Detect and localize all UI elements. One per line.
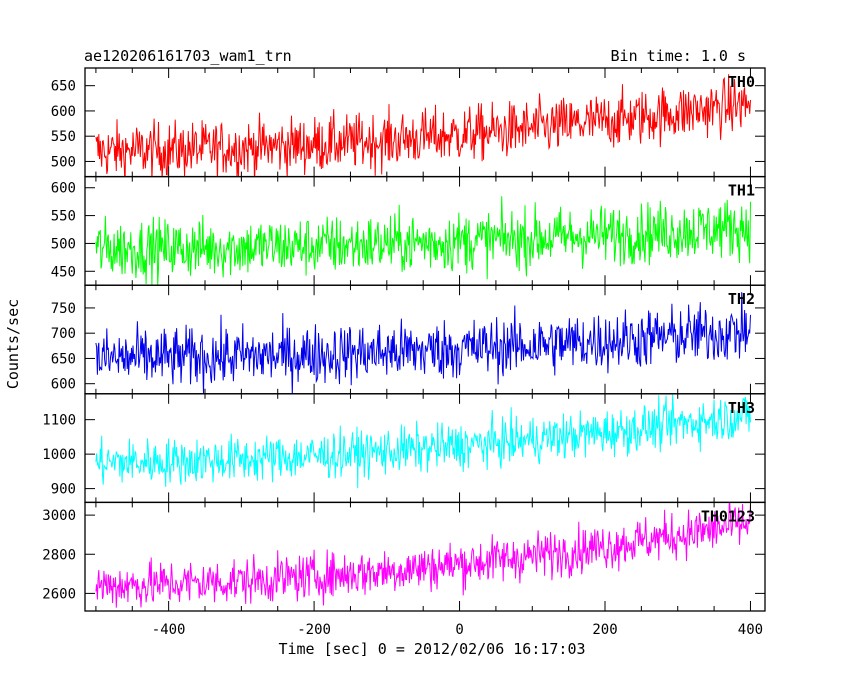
y-tick-label: 550 xyxy=(51,209,76,225)
chart-title: ae120206161703_wam1_trn xyxy=(84,47,292,65)
series-line-th2 xyxy=(95,292,751,394)
panels-group: TH0 500 550 600 650 TH1 450 500 550 600 TH2 600 650 7… xyxy=(42,67,766,638)
y-tick-label: 650 xyxy=(51,351,76,367)
y-tick-label: 750 xyxy=(51,301,76,317)
y-tick-label: 500 xyxy=(51,154,76,170)
y-tick-label: 3000 xyxy=(42,508,76,524)
y-tick-label: 550 xyxy=(51,129,76,145)
panel-label-th0123: TH0123 xyxy=(701,507,755,525)
x-tick-label: 400 xyxy=(738,622,763,638)
series-line-th1 xyxy=(95,196,751,286)
y-tick-label: 2800 xyxy=(42,547,76,563)
y-tick-label: 600 xyxy=(51,104,76,120)
x-tick-label: 200 xyxy=(592,622,617,638)
x-tick-label: 0 xyxy=(455,622,463,638)
y-axis-label: Counts/sec xyxy=(4,299,22,389)
series-line-th0123 xyxy=(95,502,751,608)
y-tick-label: 700 xyxy=(51,326,76,342)
y-tick-label: 600 xyxy=(51,181,76,197)
y-tick-label: 2600 xyxy=(42,586,76,602)
y-tick-label: 450 xyxy=(51,264,76,280)
y-tick-label: 900 xyxy=(51,482,76,498)
y-tick-label: 1000 xyxy=(42,447,76,463)
panel-frame-th0123 xyxy=(84,501,766,612)
panel-label-th3: TH3 xyxy=(728,399,755,417)
panel-label-th0: TH0 xyxy=(728,73,755,91)
y-tick-label: 1100 xyxy=(42,413,76,429)
y-tick-label: 500 xyxy=(51,236,76,252)
panel-label-th2: TH2 xyxy=(728,290,755,308)
series-line-th0 xyxy=(95,74,751,177)
x-axis-label: Time [sec] 0 = 2012/02/06 16:17:03 xyxy=(278,640,585,658)
y-tick-label: 600 xyxy=(51,377,76,393)
series-line-th3 xyxy=(95,393,751,489)
bin-time-label: Bin time: 1.0 s xyxy=(611,47,746,65)
panel-label-th1: TH1 xyxy=(728,182,755,200)
x-tick-label: -200 xyxy=(297,622,331,638)
x-tick-label: -400 xyxy=(152,622,186,638)
y-tick-label: 650 xyxy=(51,79,76,95)
